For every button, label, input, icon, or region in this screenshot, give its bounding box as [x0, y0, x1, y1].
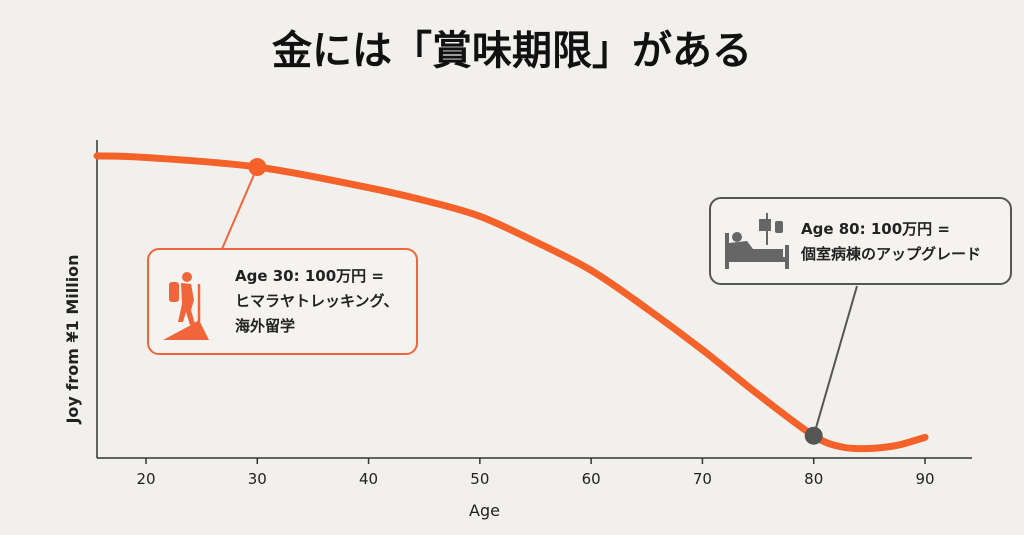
callout-line-2: 個室病棟のアップグレード: [801, 245, 982, 263]
callout-line-1: Age 80: 100万円 =: [801, 220, 950, 238]
x-tick-label: 50: [470, 470, 489, 488]
connector-line-30: [221, 166, 259, 250]
x-tick-label: 90: [915, 470, 934, 488]
x-tick-label: 70: [693, 470, 712, 488]
joy-curve: [93, 152, 929, 453]
callout-line-1: Age 30: 100万円 =: [235, 267, 384, 285]
callout-age-30: Age 30: 100万円 = ヒマラヤトレッキング、 海外留学: [147, 248, 418, 355]
highlight-point-30: [248, 158, 267, 177]
x-tick-label: 60: [582, 470, 601, 488]
x-axis-label: Age: [469, 501, 500, 520]
connector-line-80: [812, 285, 858, 437]
hiker-icon: [163, 272, 209, 340]
x-tick-label: 20: [136, 470, 155, 488]
callout-line-2: ヒマラヤトレッキング、: [235, 292, 399, 310]
y-axis-label: Joy from ¥1 Million: [63, 254, 82, 424]
x-tick-label: 80: [804, 470, 823, 488]
x-tick-label: 30: [248, 470, 267, 488]
chart-title: 金には「賞味期限」がある: [272, 28, 752, 74]
highlight-point-80: [804, 426, 823, 445]
hospital-bed-icon: [725, 213, 789, 269]
callout-age-80: Age 80: 100万円 = 個室病棟のアップグレード: [709, 197, 1012, 285]
x-tick-label: 40: [359, 470, 378, 488]
callout-line-3: 海外留学: [235, 317, 296, 335]
